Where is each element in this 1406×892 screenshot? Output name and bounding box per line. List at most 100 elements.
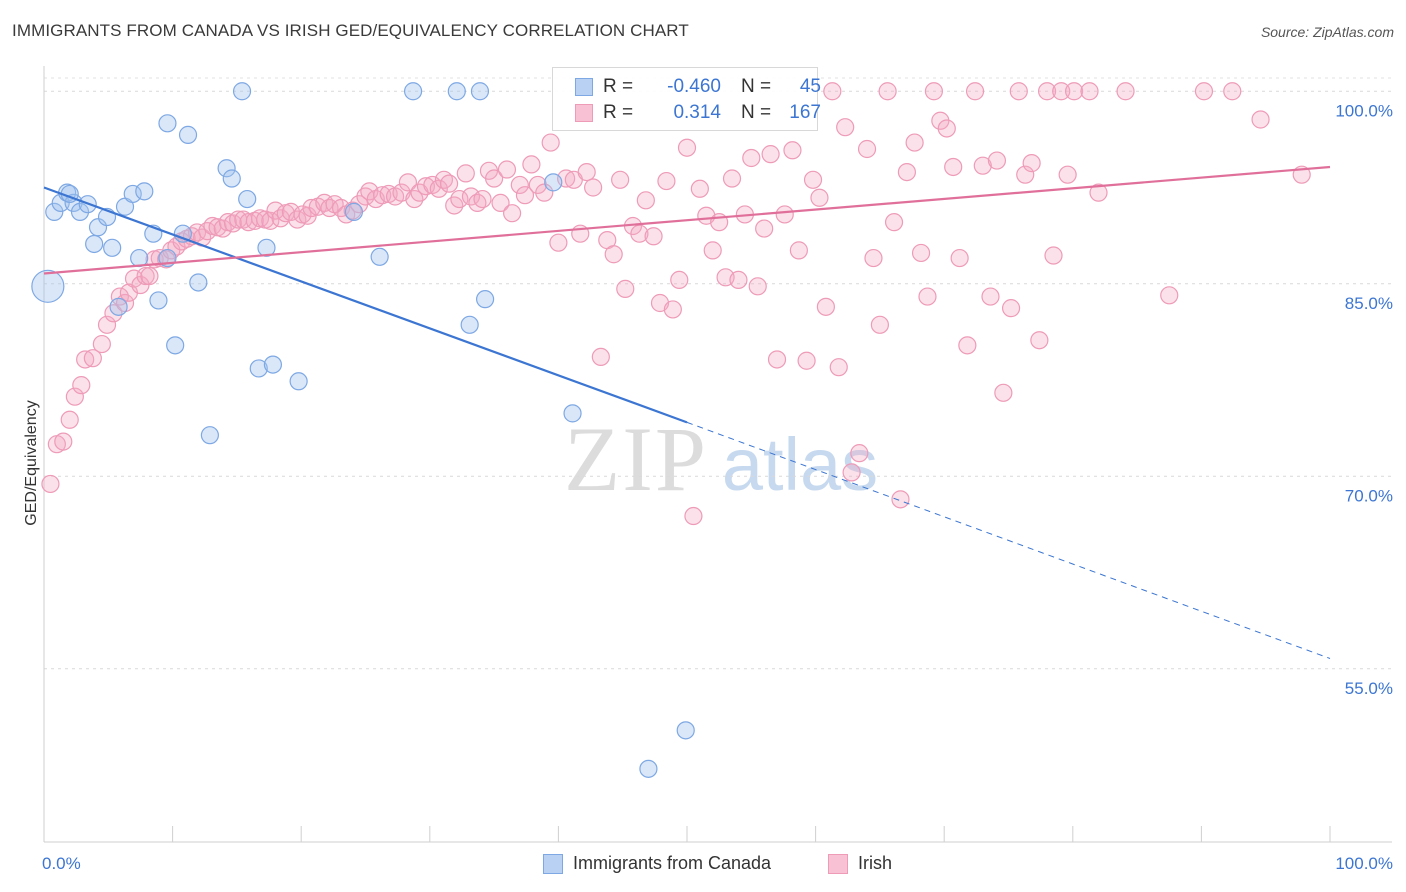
irish-point bbox=[1080, 82, 1099, 101]
irish-point bbox=[577, 163, 596, 182]
irish-point bbox=[911, 243, 931, 263]
bottom-legend-irish: Irish bbox=[828, 853, 892, 874]
y-tick-label: 100.0% bbox=[1335, 101, 1393, 120]
canada-point bbox=[470, 82, 490, 101]
irish-point bbox=[958, 336, 977, 355]
bottom-legend-label-irish: Irish bbox=[858, 853, 893, 873]
irish-point bbox=[611, 170, 630, 189]
irish-point bbox=[797, 351, 816, 370]
irish-point bbox=[591, 347, 610, 366]
irish-point bbox=[92, 334, 111, 354]
irish-point bbox=[670, 270, 689, 289]
irish-point bbox=[973, 156, 992, 175]
canada-point bbox=[447, 82, 466, 101]
canada-point bbox=[344, 202, 364, 221]
irish-point bbox=[497, 160, 517, 179]
canada-point bbox=[370, 247, 389, 266]
irish-point bbox=[1160, 286, 1179, 305]
irish-point bbox=[944, 157, 963, 177]
irish-point bbox=[864, 248, 883, 268]
canada-point bbox=[475, 290, 495, 309]
irish-point bbox=[522, 155, 541, 174]
canada-point bbox=[189, 273, 208, 292]
canada-trendline-extension bbox=[686, 421, 1331, 659]
irish-point bbox=[703, 241, 722, 260]
y-tick-label: 85.0% bbox=[1345, 294, 1393, 313]
irish-point bbox=[1089, 183, 1108, 202]
irish-point bbox=[994, 383, 1013, 402]
irish-point bbox=[97, 315, 117, 334]
irish-point bbox=[1001, 299, 1021, 318]
bottom-legend-label-canada: Immigrants from Canada bbox=[573, 853, 772, 873]
y-tick-labels: 100.0% 85.0% 70.0% 55.0% bbox=[1335, 101, 1393, 698]
legend-r-label: R = bbox=[603, 102, 634, 123]
irish-point bbox=[870, 315, 890, 334]
irish-point bbox=[816, 297, 835, 316]
canada-point bbox=[217, 159, 236, 178]
irish-point bbox=[288, 210, 307, 229]
canada-trendline bbox=[43, 186, 688, 424]
irish-point bbox=[515, 186, 535, 205]
y-axis-label: GED/Equivalency bbox=[23, 400, 40, 525]
canada-point bbox=[85, 234, 104, 254]
irish-point bbox=[41, 474, 60, 494]
canada-point bbox=[544, 173, 563, 192]
legend-r-value: -0.460 bbox=[667, 76, 721, 97]
legend-swatch-canada bbox=[575, 78, 593, 96]
irish-point bbox=[1044, 246, 1063, 265]
trendlines bbox=[43, 165, 1331, 659]
irish-point bbox=[663, 300, 682, 319]
irish-point bbox=[510, 175, 529, 195]
canada-point bbox=[232, 82, 252, 101]
canada-point bbox=[178, 125, 198, 144]
irish-point bbox=[924, 82, 944, 101]
canada-point bbox=[135, 182, 154, 201]
irish-point bbox=[439, 174, 459, 193]
irish-point bbox=[76, 350, 95, 369]
irish-point bbox=[850, 444, 869, 463]
legend-r-value: 0.314 bbox=[673, 102, 721, 123]
irish-point bbox=[905, 133, 924, 152]
canada-point bbox=[676, 721, 695, 740]
irish-point bbox=[535, 183, 554, 202]
irish-point bbox=[140, 266, 159, 286]
canada-point bbox=[149, 291, 168, 310]
x-tick-label: 0.0% bbox=[42, 854, 81, 873]
irish-point bbox=[761, 145, 780, 164]
irish-point bbox=[918, 287, 937, 306]
irish-point bbox=[965, 82, 985, 101]
x-tick-label: 100.0% bbox=[1335, 854, 1393, 873]
irish-point bbox=[829, 358, 848, 377]
canada-point bbox=[249, 359, 268, 378]
irish-point bbox=[878, 82, 897, 101]
irish-point bbox=[937, 119, 956, 138]
irish-point bbox=[1052, 82, 1071, 101]
irish-point bbox=[541, 133, 560, 152]
irish-point bbox=[65, 387, 84, 406]
canada-point bbox=[263, 355, 283, 374]
canada-point bbox=[460, 315, 479, 334]
irish-point bbox=[803, 170, 823, 189]
irish-point bbox=[1016, 165, 1035, 184]
irish-point bbox=[1251, 110, 1270, 129]
canada-point bbox=[31, 269, 65, 303]
canada-point bbox=[222, 169, 241, 188]
canada-point bbox=[103, 238, 122, 257]
canada-points bbox=[31, 82, 695, 778]
irish-point bbox=[767, 350, 787, 369]
irish-point bbox=[1009, 82, 1028, 101]
canada-point bbox=[238, 189, 257, 209]
canada-point bbox=[64, 193, 83, 212]
legend: R = -0.460 N = 45 R = 0.314 N = 167 bbox=[552, 67, 821, 131]
irish-point bbox=[891, 490, 910, 509]
irish-point bbox=[72, 376, 91, 395]
legend-n-label: N = bbox=[741, 76, 772, 97]
y-tick-label: 55.0% bbox=[1345, 679, 1393, 698]
x-tick-labels: 0.0% 100.0% bbox=[42, 854, 1393, 873]
canada-point bbox=[639, 759, 658, 778]
irish-point bbox=[584, 178, 603, 197]
irish-point bbox=[897, 163, 917, 182]
canada-point bbox=[403, 82, 423, 101]
irish-point bbox=[473, 189, 492, 209]
